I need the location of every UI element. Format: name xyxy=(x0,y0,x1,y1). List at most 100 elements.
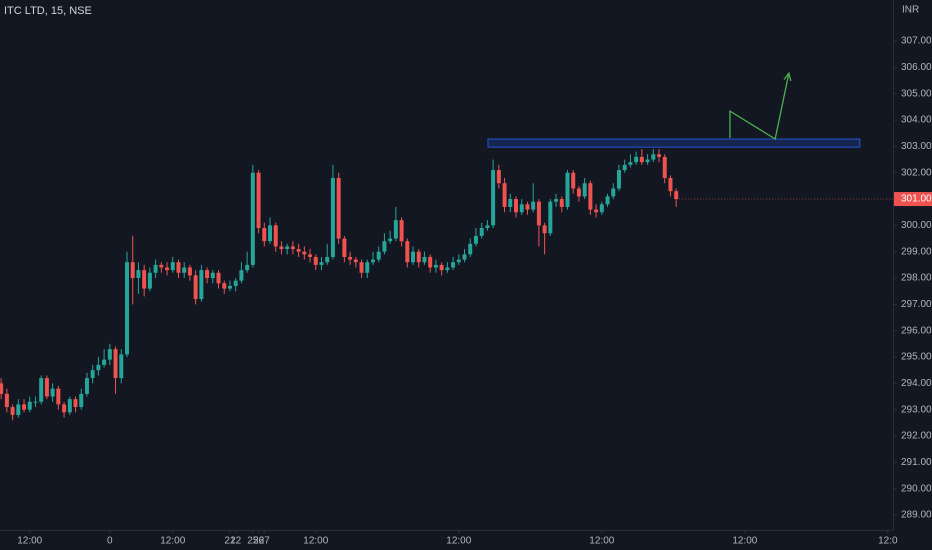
candle-body xyxy=(468,243,473,255)
arrow-head xyxy=(783,71,792,82)
candle-body xyxy=(4,393,9,408)
candle-body xyxy=(594,209,599,213)
y-tick-label: 306.00 xyxy=(901,62,932,73)
candle-body xyxy=(205,270,210,279)
candle-body xyxy=(571,172,576,189)
candle-body xyxy=(336,177,341,239)
candle-body xyxy=(628,162,633,165)
y-tick-label: 307.00 xyxy=(901,36,932,47)
candle-body xyxy=(279,246,284,250)
candle-body xyxy=(634,156,639,163)
candle-body xyxy=(262,228,267,242)
candle-body xyxy=(325,256,330,263)
x-tick-label: 12:00 xyxy=(303,536,328,547)
candle-body xyxy=(611,188,616,197)
candle-body xyxy=(508,199,513,207)
candle-body xyxy=(142,270,147,289)
candle-body xyxy=(565,172,570,207)
candle-body xyxy=(433,264,438,268)
candle-body xyxy=(90,370,95,379)
candle-body xyxy=(245,264,250,271)
candle-body xyxy=(622,164,627,171)
chart-title: ITC LTD, 15, NSE xyxy=(4,5,92,17)
candle-body xyxy=(124,262,129,355)
candle-body xyxy=(542,225,547,234)
candle-body xyxy=(674,191,679,200)
candle-body xyxy=(576,188,581,197)
candle-body xyxy=(554,199,559,202)
y-tick-label: 300.00 xyxy=(901,220,932,231)
y-tick-label: 299.00 xyxy=(901,246,932,257)
candle-body xyxy=(308,254,313,257)
currency-label: INR xyxy=(902,5,919,16)
candle-body xyxy=(102,359,107,365)
candle-body xyxy=(165,267,170,271)
candle-body xyxy=(153,264,158,273)
candle-body xyxy=(176,262,181,273)
candle-body xyxy=(96,364,101,371)
candle-body xyxy=(84,378,89,394)
candle-body xyxy=(187,267,192,276)
candle-body xyxy=(222,283,227,289)
y-tick-label: 296.00 xyxy=(901,325,932,336)
candle-body xyxy=(296,249,301,252)
candle-body xyxy=(107,349,112,360)
candle-body xyxy=(113,349,118,379)
candle-body xyxy=(147,272,152,289)
candle-body xyxy=(39,378,44,402)
candle-body xyxy=(44,378,49,397)
candle-body xyxy=(22,404,27,410)
x-tick-label: 25 xyxy=(247,536,259,547)
candle-body xyxy=(199,270,204,300)
candle-body xyxy=(668,177,673,192)
x-tick-label: 12:00 xyxy=(160,536,185,547)
candle-body xyxy=(302,251,307,255)
candle-body xyxy=(588,183,593,210)
candle-body xyxy=(388,238,393,242)
candle-body xyxy=(416,251,421,263)
x-tick-label: 0 xyxy=(107,536,113,547)
candle-body xyxy=(657,154,662,157)
y-tick-label: 303.00 xyxy=(901,141,932,152)
candle-body xyxy=(79,393,84,408)
candle-body xyxy=(285,246,290,250)
candle-body xyxy=(136,270,141,279)
candle-body xyxy=(330,177,335,257)
candle-body xyxy=(393,220,398,239)
candle-body xyxy=(227,285,232,289)
candle-body xyxy=(182,267,187,273)
candle-body xyxy=(651,154,656,160)
candle-body xyxy=(216,272,221,284)
y-tick-label: 291.00 xyxy=(901,457,932,468)
candle-body xyxy=(56,388,61,405)
candle-body xyxy=(319,262,324,265)
y-tick-label: 304.00 xyxy=(901,115,932,126)
candle-body xyxy=(233,280,238,286)
candle-body xyxy=(170,262,175,271)
x-tick-label: 12:00 xyxy=(446,536,471,547)
candle-body xyxy=(582,183,587,197)
candle-body xyxy=(290,246,295,250)
candle-body xyxy=(519,204,524,213)
y-tick-label: 294.00 xyxy=(901,378,932,389)
y-tick-label: 295.00 xyxy=(901,352,932,363)
candle-body xyxy=(525,204,530,210)
candle-body xyxy=(159,264,164,268)
last-price-box xyxy=(894,192,932,207)
candle-body xyxy=(193,275,198,300)
candle-body xyxy=(0,383,4,394)
candle-body xyxy=(359,262,364,273)
candle-body xyxy=(422,256,427,263)
candle-body xyxy=(313,256,318,265)
candle-body xyxy=(365,262,370,273)
candle-body xyxy=(456,259,461,263)
resistance-zone xyxy=(487,138,861,148)
x-tick-label: 12:00 xyxy=(732,536,757,547)
candle-body xyxy=(479,228,484,236)
y-tick-label: 302.00 xyxy=(901,167,932,178)
candle-body xyxy=(348,256,353,260)
candle-body xyxy=(639,156,644,163)
candle-body xyxy=(462,254,467,260)
candle-body xyxy=(548,201,553,234)
